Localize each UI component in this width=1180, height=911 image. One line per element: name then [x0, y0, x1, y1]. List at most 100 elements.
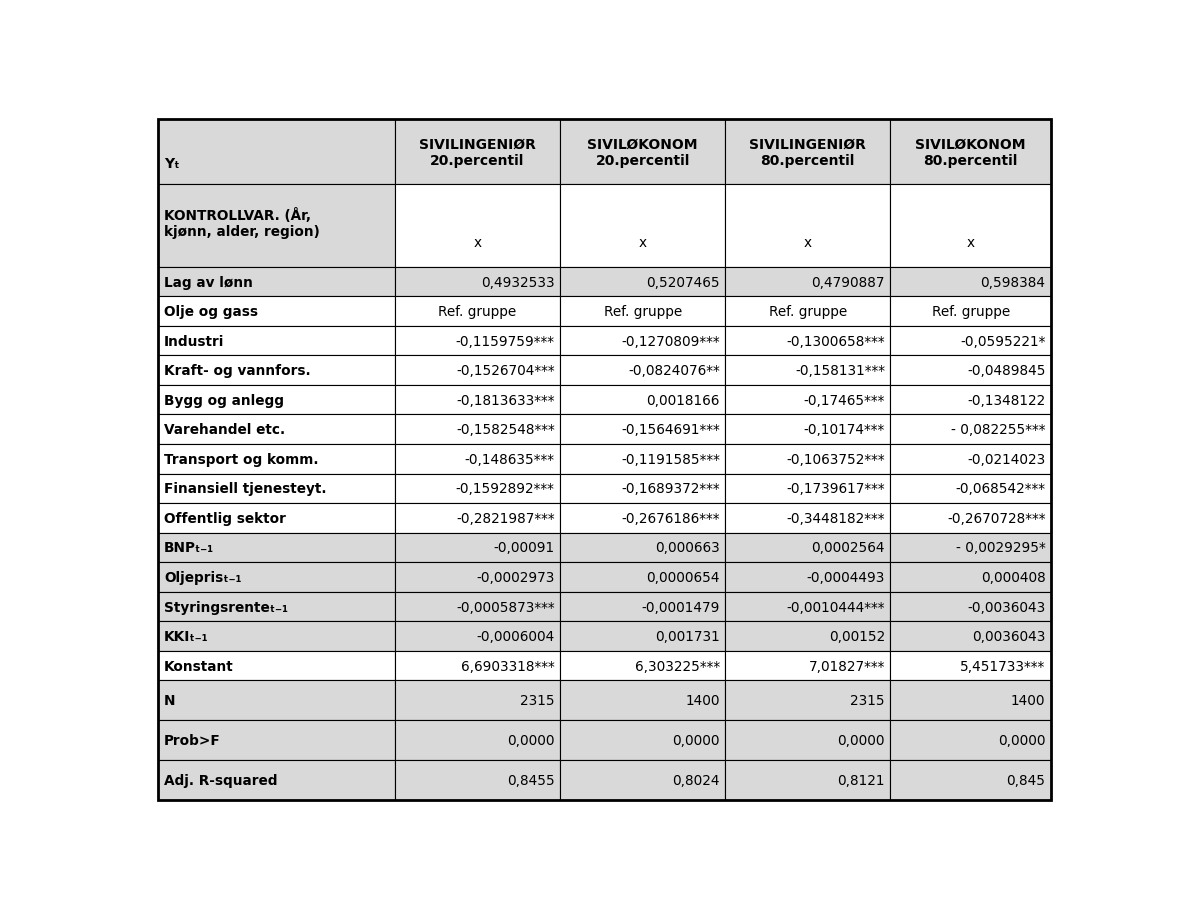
Text: -0,1592892***: -0,1592892***: [455, 482, 555, 496]
Bar: [395, 721, 560, 761]
Text: Yₜ: Yₜ: [164, 157, 179, 170]
Bar: [395, 185, 560, 268]
Bar: [560, 326, 726, 356]
Bar: [891, 761, 1051, 800]
Bar: [891, 120, 1051, 185]
Bar: [726, 563, 891, 592]
Bar: [158, 504, 395, 533]
Bar: [891, 563, 1051, 592]
Text: N: N: [164, 693, 176, 708]
Bar: [726, 621, 891, 651]
Text: SIVILINGENIØR
20.percentil: SIVILINGENIØR 20.percentil: [419, 138, 536, 168]
Text: -0,0002973: -0,0002973: [477, 570, 555, 584]
Bar: [560, 721, 726, 761]
Bar: [891, 474, 1051, 504]
Bar: [395, 621, 560, 651]
Text: SIVILØKONOM
20.percentil: SIVILØKONOM 20.percentil: [588, 138, 697, 168]
Text: -0,2670728***: -0,2670728***: [948, 511, 1045, 526]
Bar: [395, 120, 560, 185]
Text: -0,1582548***: -0,1582548***: [455, 423, 555, 436]
Text: -0,148635***: -0,148635***: [465, 453, 555, 466]
Bar: [158, 120, 395, 185]
Text: -0,1063752***: -0,1063752***: [786, 453, 885, 466]
Bar: [560, 445, 726, 474]
Text: 0,8024: 0,8024: [673, 773, 720, 787]
Text: SIVILØKONOM
80.percentil: SIVILØKONOM 80.percentil: [916, 138, 1025, 168]
Bar: [726, 474, 891, 504]
Text: -0,1300658***: -0,1300658***: [786, 334, 885, 348]
Text: 2315: 2315: [851, 693, 885, 708]
Bar: [395, 474, 560, 504]
Text: Ref. gruppe: Ref. gruppe: [768, 304, 847, 319]
Bar: [560, 592, 726, 621]
Bar: [726, 445, 891, 474]
Bar: [158, 385, 395, 415]
Bar: [726, 326, 891, 356]
Bar: [560, 385, 726, 415]
Text: -0,0004493: -0,0004493: [806, 570, 885, 584]
Text: -0,1159759***: -0,1159759***: [455, 334, 555, 348]
Bar: [560, 474, 726, 504]
Text: -0,0010444***: -0,0010444***: [786, 600, 885, 614]
Bar: [726, 721, 891, 761]
Bar: [395, 415, 560, 445]
Bar: [395, 385, 560, 415]
Bar: [560, 356, 726, 385]
Bar: [560, 761, 726, 800]
Text: -0,1689372***: -0,1689372***: [621, 482, 720, 496]
Text: -0,158131***: -0,158131***: [795, 363, 885, 378]
Bar: [891, 185, 1051, 268]
Text: 0,5207465: 0,5207465: [647, 275, 720, 289]
Text: Ref. gruppe: Ref. gruppe: [603, 304, 682, 319]
Text: -0,00091: -0,00091: [493, 541, 555, 555]
Text: -0,1564691***: -0,1564691***: [621, 423, 720, 436]
Text: 0,845: 0,845: [1007, 773, 1045, 787]
Bar: [891, 592, 1051, 621]
Text: 0,8121: 0,8121: [838, 773, 885, 787]
Text: 6,303225***: 6,303225***: [635, 659, 720, 673]
Bar: [726, 356, 891, 385]
Text: Ref. gruppe: Ref. gruppe: [931, 304, 1010, 319]
Bar: [891, 326, 1051, 356]
Text: Konstant: Konstant: [164, 659, 234, 673]
Text: Varehandel etc.: Varehandel etc.: [164, 423, 286, 436]
Bar: [158, 563, 395, 592]
Text: Bygg og anlegg: Bygg og anlegg: [164, 394, 284, 407]
Bar: [158, 445, 395, 474]
Text: Finansiell tjenesteyt.: Finansiell tjenesteyt.: [164, 482, 327, 496]
Bar: [891, 504, 1051, 533]
Text: KONTROLLVAR. (År,
kjønn, alder, region): KONTROLLVAR. (År, kjønn, alder, region): [164, 208, 320, 239]
Bar: [395, 504, 560, 533]
Text: 0,4790887: 0,4790887: [812, 275, 885, 289]
Text: SIVILINGENIØR
80.percentil: SIVILINGENIØR 80.percentil: [749, 138, 866, 168]
Text: x: x: [638, 235, 647, 250]
Text: 2315: 2315: [520, 693, 555, 708]
Bar: [891, 681, 1051, 721]
Text: -0,17465***: -0,17465***: [804, 394, 885, 407]
Bar: [726, 592, 891, 621]
Text: 0,8455: 0,8455: [507, 773, 555, 787]
Bar: [395, 268, 560, 297]
Bar: [891, 415, 1051, 445]
Bar: [560, 297, 726, 326]
Bar: [395, 297, 560, 326]
Text: -0,0595221*: -0,0595221*: [961, 334, 1045, 348]
Text: 0,000663: 0,000663: [655, 541, 720, 555]
Text: Prob>F: Prob>F: [164, 733, 221, 748]
Bar: [158, 592, 395, 621]
Bar: [726, 297, 891, 326]
Bar: [560, 268, 726, 297]
Bar: [395, 533, 560, 563]
Bar: [891, 445, 1051, 474]
Text: 0,000408: 0,000408: [981, 570, 1045, 584]
Bar: [560, 681, 726, 721]
Text: -0,0036043: -0,0036043: [968, 600, 1045, 614]
Text: 0,0036043: 0,0036043: [972, 630, 1045, 643]
Bar: [726, 504, 891, 533]
Text: -0,3448182***: -0,3448182***: [786, 511, 885, 526]
Text: -0,068542***: -0,068542***: [956, 482, 1045, 496]
Text: Adj. R-squared: Adj. R-squared: [164, 773, 277, 787]
Bar: [891, 356, 1051, 385]
Bar: [158, 621, 395, 651]
Text: 1400: 1400: [1011, 693, 1045, 708]
